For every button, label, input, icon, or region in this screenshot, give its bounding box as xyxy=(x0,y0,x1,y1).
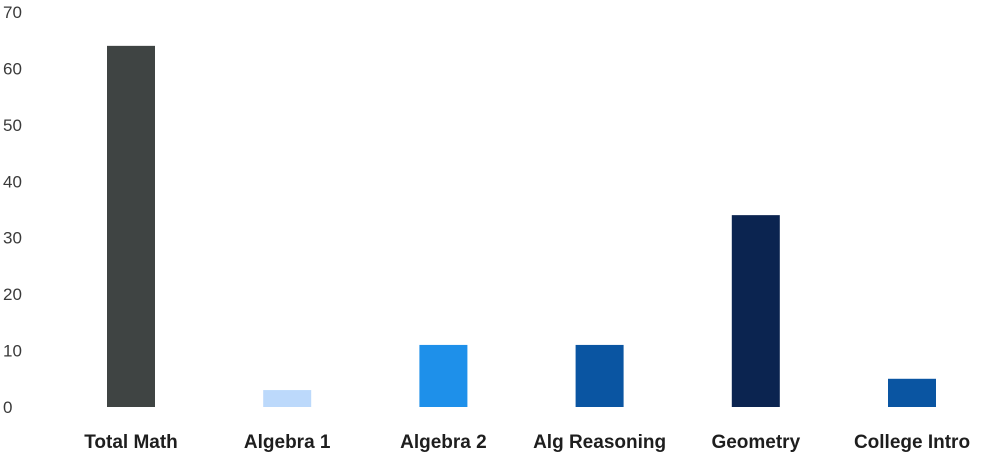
y-tick-label: 50 xyxy=(3,116,22,135)
bar-alg-reasoning xyxy=(575,344,624,407)
y-tick-label: 40 xyxy=(3,172,22,191)
bar-total-math xyxy=(107,45,155,407)
y-axis-ticks: 0 10 20 30 40 50 60 70 xyxy=(3,3,22,417)
bar-geometry xyxy=(731,215,780,407)
x-category-label: Algebra 2 xyxy=(400,432,487,453)
x-axis-labels: Total Math Algebra 1 Algebra 2 Alg Reasonin… xyxy=(84,432,970,453)
y-tick-label: 0 xyxy=(3,398,12,417)
y-tick-label: 70 xyxy=(3,3,22,22)
bar-algebra-1 xyxy=(263,390,312,407)
x-category-label: Geometry xyxy=(711,432,800,453)
y-tick-label: 20 xyxy=(3,285,22,304)
bars xyxy=(107,45,936,407)
y-tick-label: 30 xyxy=(3,229,22,248)
x-category-label: College Intro xyxy=(854,432,970,453)
bar-algebra-2 xyxy=(419,344,468,407)
x-category-label: Algebra 1 xyxy=(244,432,331,453)
x-category-label: Total Math xyxy=(84,432,178,453)
y-tick-label: 10 xyxy=(3,342,22,361)
x-category-label: Alg Reasoning xyxy=(533,432,666,453)
bar-college-intro xyxy=(888,378,936,407)
y-tick-label: 60 xyxy=(3,59,22,78)
